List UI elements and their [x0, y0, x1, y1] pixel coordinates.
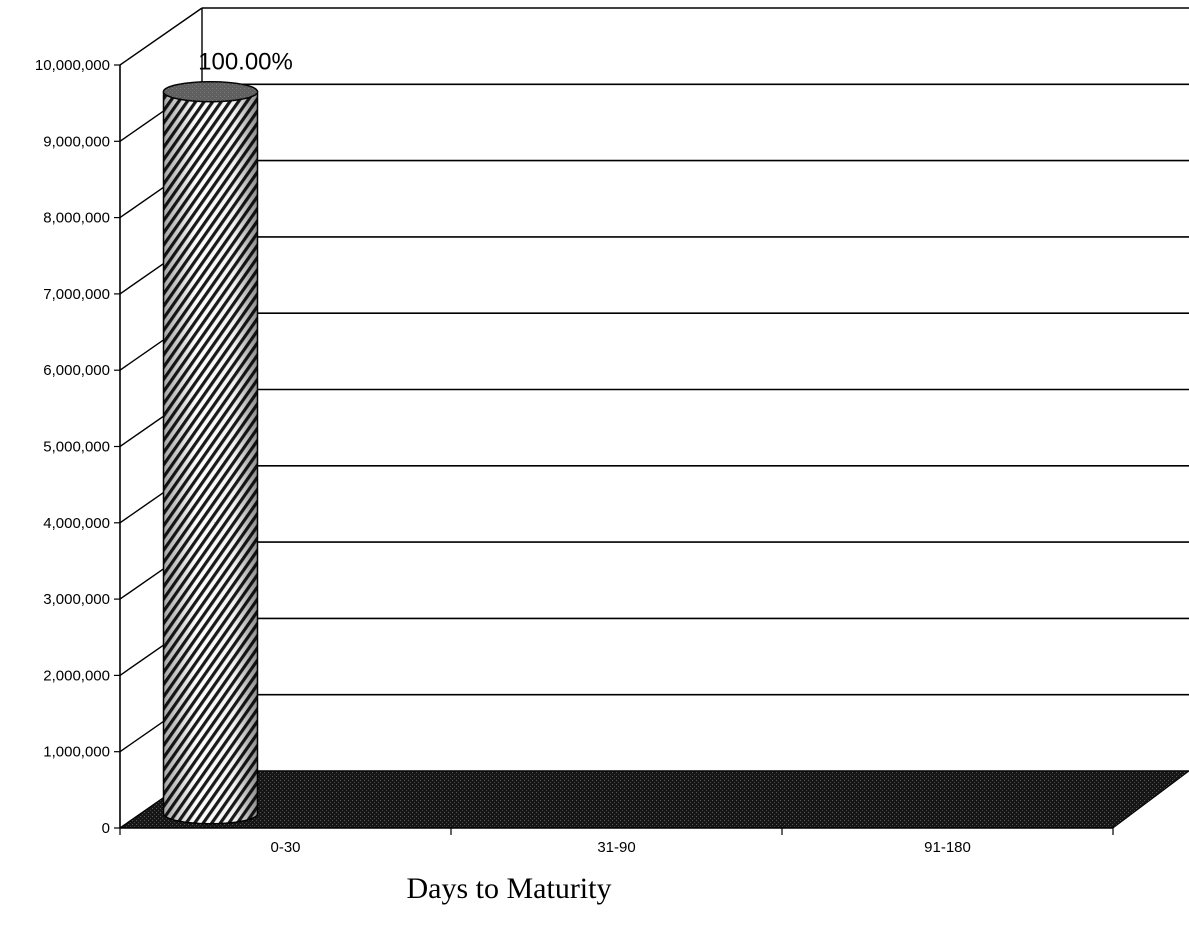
- y-tick-label-0: 0: [102, 820, 110, 837]
- bar-cap-texture-0: [163, 81, 258, 102]
- bar-shade-0: [163, 91, 258, 824]
- chart-floor: [118, 770, 1189, 829]
- y-tick-label-4: 4,000,000: [43, 515, 110, 532]
- y-tick-label-9: 9,000,000: [43, 133, 110, 150]
- y-tick-label-5: 5,000,000: [43, 439, 110, 456]
- bar-0: [162, 80, 259, 825]
- gridline-side-10: [119, 7, 203, 66]
- y-tick-label-1: 1,000,000: [43, 744, 110, 761]
- y-tick-label-7: 7,000,000: [43, 286, 110, 303]
- data-label-0: 100.00%: [198, 49, 293, 76]
- labels: 0 1,000,000 2,000,000 3,000,000 4,000,000 5,0…: [35, 49, 971, 856]
- axes: [114, 64, 1114, 835]
- x-axis-title: Days to Maturity: [407, 872, 612, 905]
- bars: [162, 80, 259, 825]
- y-tick-label-8: 8,000,000: [43, 210, 110, 227]
- x-tick-label-0: 0-30: [270, 839, 300, 856]
- floor-surface: [118, 770, 1189, 829]
- x-tick-label-1: 31-90: [597, 839, 635, 856]
- gridlines: [119, 7, 1189, 829]
- y-tick-label-10: 10,000,000: [35, 57, 110, 74]
- y-tick-label-2: 2,000,000: [43, 667, 110, 684]
- y-tick-label-3: 3,000,000: [43, 591, 110, 608]
- y-tick-label-6: 6,000,000: [43, 362, 110, 379]
- x-tick-label-2: 91-180: [924, 839, 971, 856]
